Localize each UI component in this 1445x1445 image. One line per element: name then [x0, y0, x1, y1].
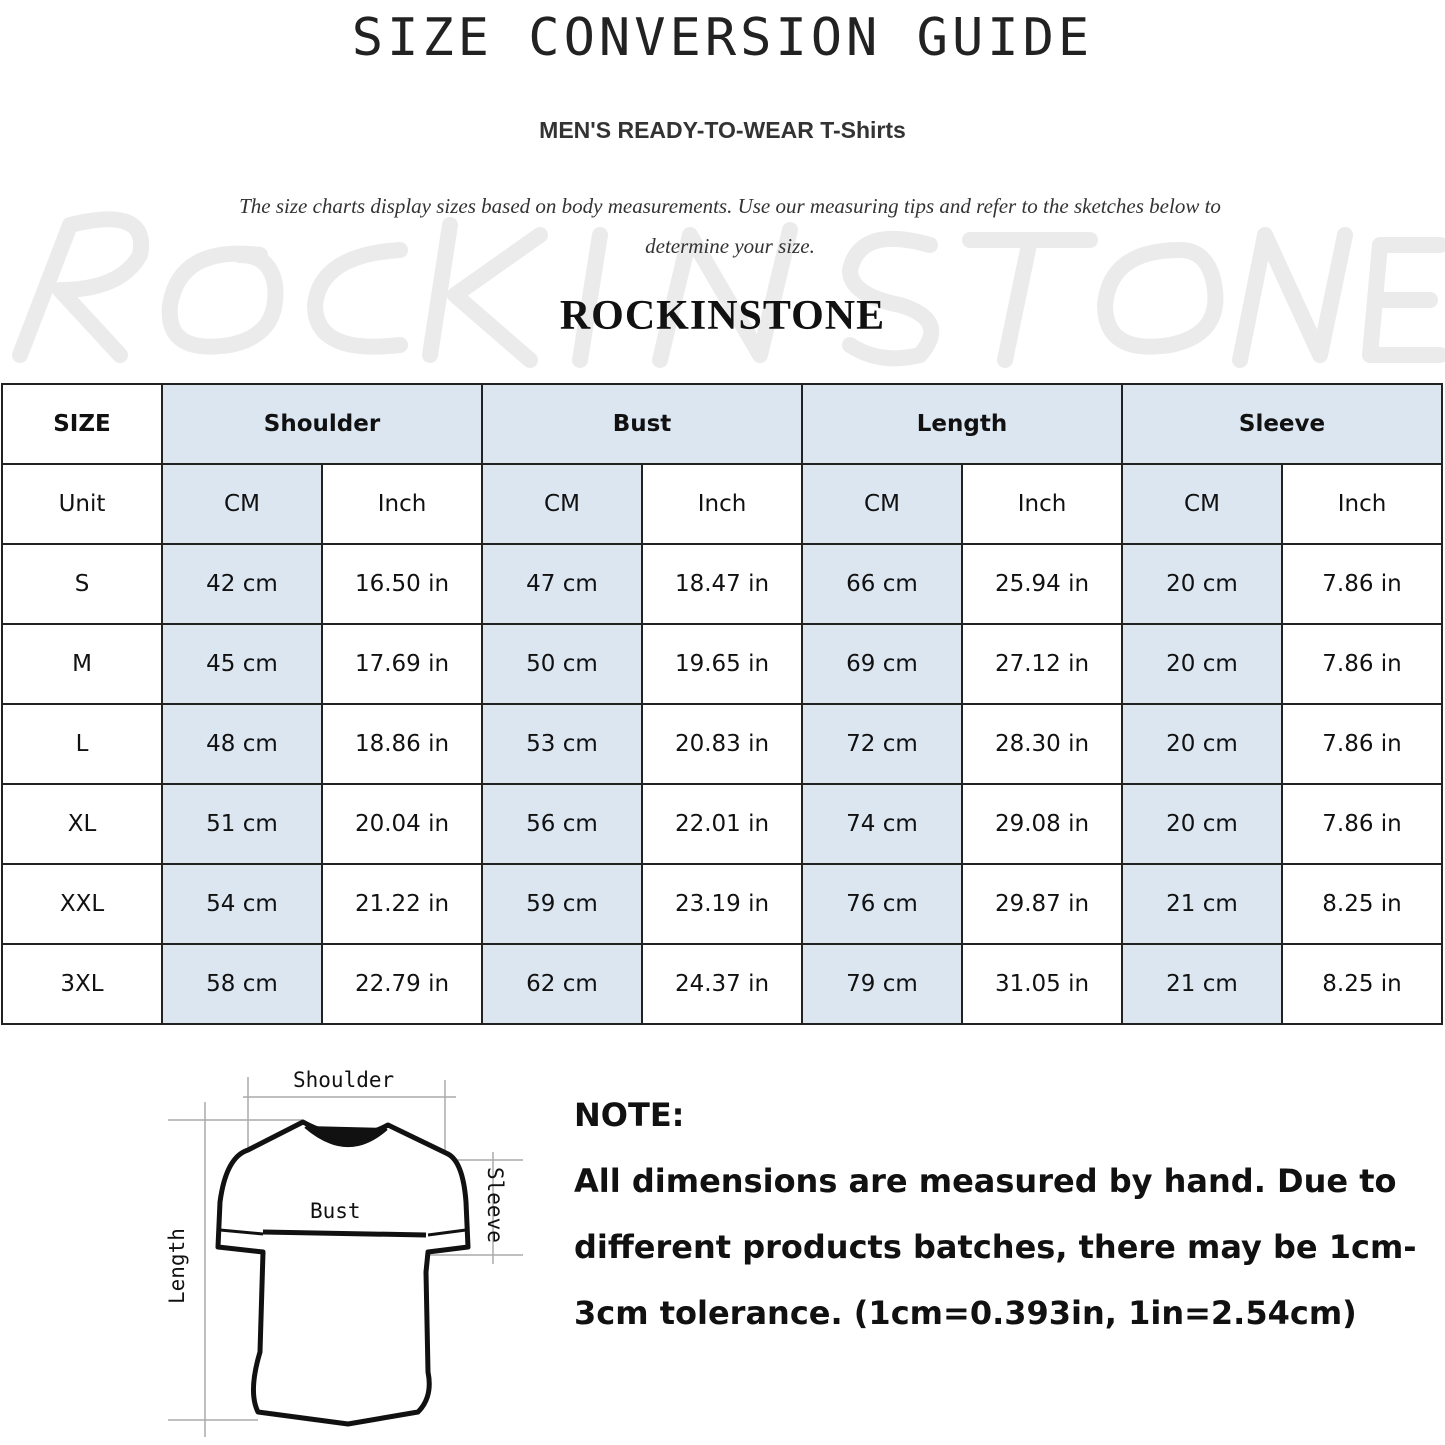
- size-cell: S: [1, 543, 163, 625]
- cm-value-cell: 79 cm: [801, 943, 963, 1025]
- size-table: SIZE Shoulder Bust Length Sleeve Unit CM…: [1, 383, 1443, 1025]
- subtitle: MEN'S READY-TO-WEAR T-Shirts: [539, 117, 906, 143]
- table-row: 3XL 58 cm 22.79 in 62 cm 24.37 in 79 cm 31.05 …: [1, 943, 1443, 1025]
- unit-inch: Inch: [961, 463, 1123, 545]
- table-header-row: SIZE Shoulder Bust Length Sleeve: [1, 383, 1443, 465]
- unit-inch: Inch: [321, 463, 483, 545]
- cm-value-cell: 48 cm: [161, 703, 323, 785]
- inch-value-cell: 27.12 in: [961, 623, 1123, 705]
- group-header: Sleeve: [1121, 383, 1443, 465]
- size-header: SIZE: [1, 383, 163, 465]
- size-cell: XL: [1, 783, 163, 865]
- cm-value-cell: 62 cm: [481, 943, 643, 1025]
- cm-value-cell: 42 cm: [161, 543, 323, 625]
- cm-value-cell: 20 cm: [1121, 623, 1283, 705]
- table-row: S 42 cm 16.50 in 47 cm 18.47 in 66 cm 25.94 in…: [1, 543, 1443, 625]
- inch-value-cell: 22.01 in: [641, 783, 803, 865]
- unit-cm: CM: [161, 463, 323, 545]
- cm-value-cell: 66 cm: [801, 543, 963, 625]
- table-row: L 48 cm 18.86 in 53 cm 20.83 in 72 cm 28.30 in…: [1, 703, 1443, 785]
- group-header: Bust: [481, 383, 803, 465]
- unit-inch: Inch: [1281, 463, 1443, 545]
- sleeve-label: Sleeve: [483, 1167, 507, 1243]
- inch-value-cell: 8.25 in: [1281, 943, 1443, 1025]
- cm-value-cell: 74 cm: [801, 783, 963, 865]
- inch-value-cell: 29.87 in: [961, 863, 1123, 945]
- inch-value-cell: 19.65 in: [641, 623, 803, 705]
- size-cell: M: [1, 623, 163, 705]
- inch-value-cell: 20.04 in: [321, 783, 483, 865]
- table-row: XL 51 cm 20.04 in 56 cm 22.01 in 74 cm 29.08 i…: [1, 783, 1443, 865]
- unit-cm: CM: [801, 463, 963, 545]
- unit-header: Unit: [1, 463, 163, 545]
- bust-label: Bust: [310, 1199, 361, 1223]
- cm-value-cell: 21 cm: [1121, 943, 1283, 1025]
- size-cell: XXL: [1, 863, 163, 945]
- table-row: M 45 cm 17.69 in 50 cm 19.65 in 69 cm 27.12 in…: [1, 623, 1443, 705]
- note-heading: NOTE:: [574, 1096, 685, 1134]
- inch-value-cell: 7.86 in: [1281, 623, 1443, 705]
- inch-value-cell: 17.69 in: [321, 623, 483, 705]
- page-title: SIZE CONVERSION GUIDE: [351, 8, 1094, 68]
- cm-value-cell: 51 cm: [161, 783, 323, 865]
- size-cell: 3XL: [1, 943, 163, 1025]
- inch-value-cell: 28.30 in: [961, 703, 1123, 785]
- inch-value-cell: 18.47 in: [641, 543, 803, 625]
- cm-value-cell: 20 cm: [1121, 783, 1283, 865]
- inch-value-cell: 21.22 in: [321, 863, 483, 945]
- size-cell: L: [1, 703, 163, 785]
- inch-value-cell: 31.05 in: [961, 943, 1123, 1025]
- inch-value-cell: 8.25 in: [1281, 863, 1443, 945]
- cm-value-cell: 21 cm: [1121, 863, 1283, 945]
- inch-value-cell: 16.50 in: [321, 543, 483, 625]
- inch-value-cell: 7.86 in: [1281, 783, 1443, 865]
- note-body: All dimensions are measured by hand. Due…: [574, 1162, 1417, 1332]
- cm-value-cell: 20 cm: [1121, 543, 1283, 625]
- cm-value-cell: 54 cm: [161, 863, 323, 945]
- inch-value-cell: 24.37 in: [641, 943, 803, 1025]
- inch-value-cell: 23.19 in: [641, 863, 803, 945]
- description: The size charts display sizes based on b…: [239, 194, 1221, 258]
- group-header: Length: [801, 383, 1123, 465]
- cm-value-cell: 53 cm: [481, 703, 643, 785]
- unit-row: Unit CM Inch CM Inch CM Inch CM Inch: [1, 463, 1443, 545]
- cm-value-cell: 59 cm: [481, 863, 643, 945]
- cm-value-cell: 50 cm: [481, 623, 643, 705]
- unit-inch: Inch: [641, 463, 803, 545]
- shoulder-label: Shoulder: [293, 1068, 394, 1092]
- cm-value-cell: 69 cm: [801, 623, 963, 705]
- inch-value-cell: 18.86 in: [321, 703, 483, 785]
- cm-value-cell: 58 cm: [161, 943, 323, 1025]
- cm-value-cell: 56 cm: [481, 783, 643, 865]
- inch-value-cell: 7.86 in: [1281, 543, 1443, 625]
- cm-value-cell: 47 cm: [481, 543, 643, 625]
- inch-value-cell: 7.86 in: [1281, 703, 1443, 785]
- group-header: Shoulder: [161, 383, 483, 465]
- brand-name: ROCKINSTONE: [559, 293, 886, 339]
- tshirt-sketch: Shoulder Bust Sleeve Length: [165, 1068, 523, 1437]
- cm-value-cell: 45 cm: [161, 623, 323, 705]
- cm-value-cell: 20 cm: [1121, 703, 1283, 785]
- cm-value-cell: 72 cm: [801, 703, 963, 785]
- note: NOTE: All dimensions are measured by han…: [574, 1082, 1434, 1346]
- inch-value-cell: 29.08 in: [961, 783, 1123, 865]
- watermark-logo: [12, 211, 1445, 368]
- table-row: XXL 54 cm 21.22 in 59 cm 23.19 in 76 cm 29.87 …: [1, 863, 1443, 945]
- inch-value-cell: 20.83 in: [641, 703, 803, 785]
- inch-value-cell: 25.94 in: [961, 543, 1123, 625]
- length-label: Length: [165, 1228, 189, 1304]
- unit-cm: CM: [1121, 463, 1283, 545]
- inch-value-cell: 22.79 in: [321, 943, 483, 1025]
- unit-cm: CM: [481, 463, 643, 545]
- cm-value-cell: 76 cm: [801, 863, 963, 945]
